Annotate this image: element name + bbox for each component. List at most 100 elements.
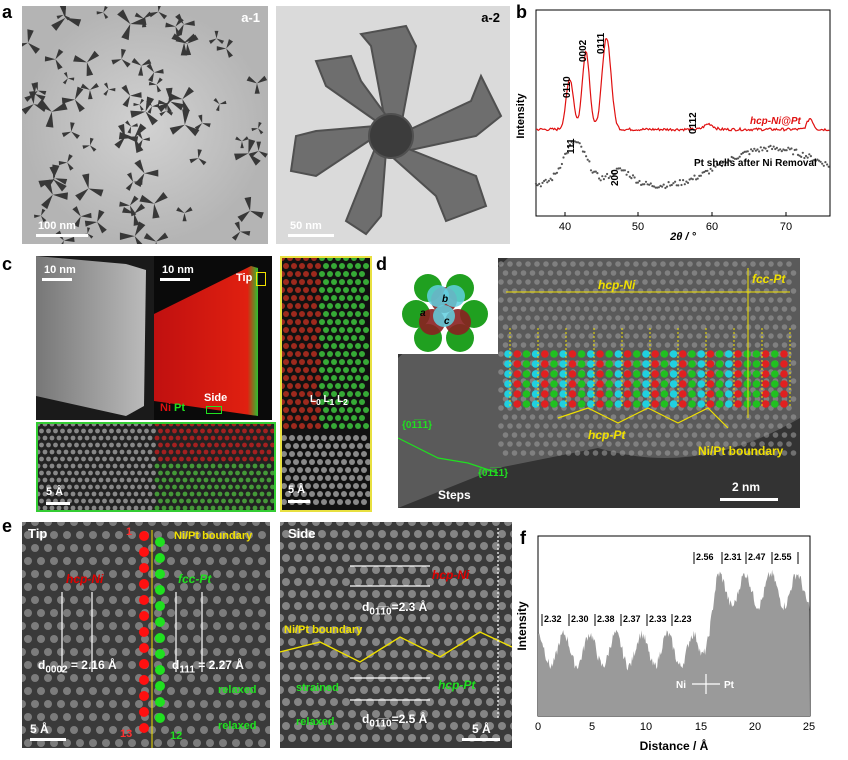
xrd-xtick: 40: [559, 221, 571, 233]
profile-xtick: 15: [695, 721, 707, 733]
relaxed-label-2: relaxed: [218, 720, 257, 732]
panel-a-letter: a: [2, 2, 13, 22]
profile-xtick: 0: [535, 721, 541, 733]
spacing-label: 2.23: [674, 614, 692, 624]
star-nanoparticle: [276, 6, 510, 244]
scale-bar-d: [720, 498, 778, 501]
panel-f-letter: f: [520, 528, 526, 548]
tip-hcp-ni-label: hcp-Ni: [66, 572, 104, 586]
label-steps: Steps: [438, 488, 471, 502]
atom-index-1: 1: [126, 526, 133, 538]
spacing-label: 2.33: [649, 614, 667, 624]
side-relaxed-label: relaxed: [296, 716, 335, 728]
xrd-series-hcp-ni-pt: [536, 37, 830, 132]
tem-image-a1: a-1 100 nm: [22, 6, 268, 244]
atom-index-12: 12: [170, 730, 183, 742]
profile-xtick: 25: [803, 721, 815, 733]
atomic-model-inset: a bc: [398, 258, 498, 354]
label-boundary: Ni/Pt boundary: [698, 444, 784, 458]
stem-image-e-side: Side hcp-Ni hcp-Pt Ni/Pt boundary d01̅1̅…: [280, 522, 512, 748]
d0002-label: d0002 = 2.16 Å: [38, 658, 117, 676]
scale-bar-e2: [462, 738, 500, 741]
xrd-xlabel: 2θ / °: [669, 231, 696, 243]
legend-pt: Pt: [174, 402, 185, 414]
xrd-chart: Intensity 2θ / ° 40 50 60 70 0110 0002 0…: [515, 9, 831, 243]
panel-e-letter: e: [2, 516, 13, 536]
scale-bar-c3: [46, 502, 70, 505]
scale-bar-c2: [160, 278, 190, 281]
peak-label: 0110: [562, 76, 573, 98]
xrd-series-pt-shells: [534, 140, 830, 190]
tip-label: Tip: [236, 272, 253, 284]
xrd-xtick: 60: [706, 221, 718, 233]
scale-bar-a1: [36, 234, 88, 237]
xrd-xticks: 40 50 60 70: [559, 221, 792, 233]
xrd-xtick: 70: [780, 221, 792, 233]
tip-title: Tip: [28, 526, 48, 541]
spacing-label: 2.30: [571, 614, 589, 624]
tip-fcc-pt-label: fcc-Pt: [178, 572, 212, 586]
d-pt-label: d01̅1̅0=2.5 Å: [362, 712, 428, 730]
label-fcc-pt: fcc-Pt: [752, 272, 786, 286]
scale-bar-c1: [42, 278, 72, 281]
scale-bar-e1: [30, 738, 66, 741]
scale-bar-c4: [288, 500, 310, 503]
xrd-xtick: 50: [632, 221, 644, 233]
scale-label-e1: 5 Å: [30, 722, 49, 736]
label-hcp-ni: hcp-Ni: [598, 278, 636, 292]
xrd-legend-top: hcp-Ni@Pt: [750, 116, 802, 127]
profile-xtick: 5: [589, 721, 595, 733]
peak-label: 0112: [688, 112, 699, 134]
profile-xtick: 10: [640, 721, 652, 733]
nanoparticle-field: [22, 6, 268, 244]
scale-label-c4: 5 Å: [288, 484, 306, 496]
xrd-peak-labels: 0110 0002 0111 0112 111 200: [562, 32, 699, 186]
tip-box: [256, 272, 266, 286]
tem-image-a2: a-2 50 nm: [276, 6, 510, 244]
profile-area: [538, 569, 810, 716]
xrd-plot-frame: [535, 9, 831, 217]
scale-label-c2: 10 nm: [162, 264, 194, 276]
stem-image-c-top: 10 nm 10 nm Tip Side Ni Pt: [36, 256, 272, 420]
strained-label: strained: [296, 682, 339, 694]
profile-xlabel: Distance / Å: [640, 738, 709, 753]
d111-label: d111 = 2.27 Å: [172, 658, 244, 676]
facet-label-1: {01̅1̅1}: [402, 420, 433, 431]
panel-d-letter: d: [376, 254, 387, 274]
stem-image-e-tip: Tip Ni/Pt boundary hcp-Ni fcc-Pt d0002 =…: [22, 522, 270, 748]
tip-boundary-label: Ni/Pt boundary: [174, 530, 253, 542]
svg-text:b: b: [442, 294, 448, 305]
profile-xticks: 0 5 10 15 20 25: [535, 721, 815, 733]
scale-label-c1: 10 nm: [44, 264, 76, 276]
peak-label: 111: [566, 138, 577, 154]
peak-label: 0002: [578, 39, 589, 62]
scale-label-c3: 5 Å: [46, 486, 64, 498]
spacing-labels: 2.32 2.30 2.38 2.37 2.33 2.23 2.56 2.31 …: [544, 552, 792, 624]
profile-pt-label: Pt: [724, 680, 735, 691]
legend-ni: Ni: [160, 402, 171, 414]
side-box: [206, 406, 222, 414]
d-ni-label: d01̅1̅0=2.3 Å: [362, 600, 428, 618]
side-label: Side: [204, 392, 228, 404]
side-boundary-label: Ni/Pt boundary: [284, 624, 363, 636]
spacing-label: 2.55: [774, 552, 792, 562]
line-profile-chart: Intensity Distance / Å 0 5 10 15 20 25 2…: [515, 535, 815, 753]
spacing-label: 2.32: [544, 614, 562, 624]
scale-label-a2: 50 nm: [290, 220, 322, 232]
side-hcp-ni-label: hcp-Ni: [432, 568, 470, 582]
scale-label-d: 2 nm: [732, 480, 761, 494]
side-title: Side: [288, 526, 316, 541]
svg-text:c: c: [444, 316, 450, 327]
side-hcp-pt-label: hcp-Pt: [438, 678, 476, 692]
sub-label-a1: a-1: [241, 10, 260, 25]
sub-label-a2: a-2: [481, 10, 500, 25]
panel-b-letter: b: [516, 2, 527, 22]
scale-bar-a2: [288, 234, 334, 237]
layer-labels: L0 L1 L2: [310, 394, 348, 407]
spacing-label: 2.38: [597, 614, 615, 624]
xrd-ylabel: Intensity: [515, 93, 527, 139]
svg-text:a: a: [420, 308, 426, 319]
scale-label-e2: 5 Å: [472, 722, 491, 736]
spacing-label: 2.37: [623, 614, 641, 624]
